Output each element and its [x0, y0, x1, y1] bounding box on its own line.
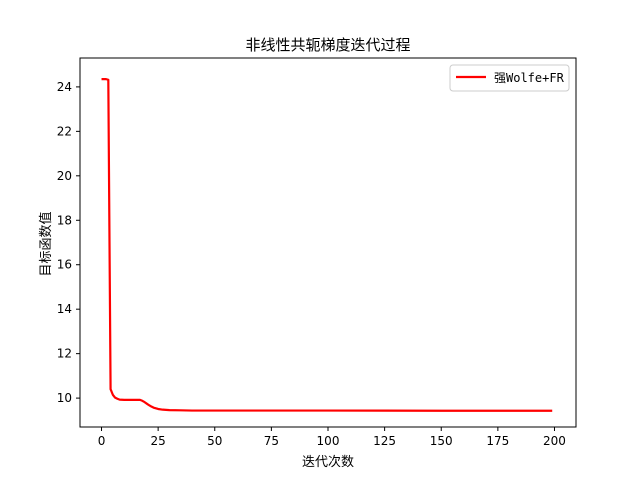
y-tick-label: 18 [57, 213, 72, 227]
y-axis-label: 目标函数值 [38, 211, 54, 276]
y-axis-ticks: 10 12 14 16 18 20 22 24 [57, 80, 80, 405]
x-axis-label: 迭代次数 [302, 454, 354, 470]
axes-frame [79, 57, 577, 428]
x-tick-label: 125 [373, 434, 396, 448]
x-tick-label: 50 [207, 434, 222, 448]
x-tick-label: 175 [486, 434, 509, 448]
legend: 强Wolfe+FR [449, 64, 570, 92]
y-tick-label: 24 [57, 80, 72, 94]
y-tick-label: 12 [57, 347, 72, 361]
y-tick-label: 22 [57, 124, 72, 138]
series-line [101, 78, 553, 412]
chart-title: 非线性共轭梯度迭代过程 [245, 36, 410, 54]
x-tick-label: 75 [264, 434, 279, 448]
series-layer [101, 78, 553, 412]
x-axis-ticks: 0 25 50 75 100 125 150 175 200 [98, 427, 566, 448]
y-tick-label: 14 [57, 302, 72, 316]
y-tick-label: 20 [57, 169, 72, 183]
x-tick-label: 100 [317, 434, 340, 448]
x-tick-label: 150 [430, 434, 453, 448]
y-tick-label: 16 [57, 258, 72, 272]
y-tick-label: 10 [57, 391, 72, 405]
legend-label: 强Wolfe+FR [494, 71, 565, 85]
legend-box [449, 64, 570, 92]
x-tick-label: 25 [150, 434, 165, 448]
x-tick-label: 0 [98, 434, 106, 448]
x-tick-label: 200 [543, 434, 566, 448]
